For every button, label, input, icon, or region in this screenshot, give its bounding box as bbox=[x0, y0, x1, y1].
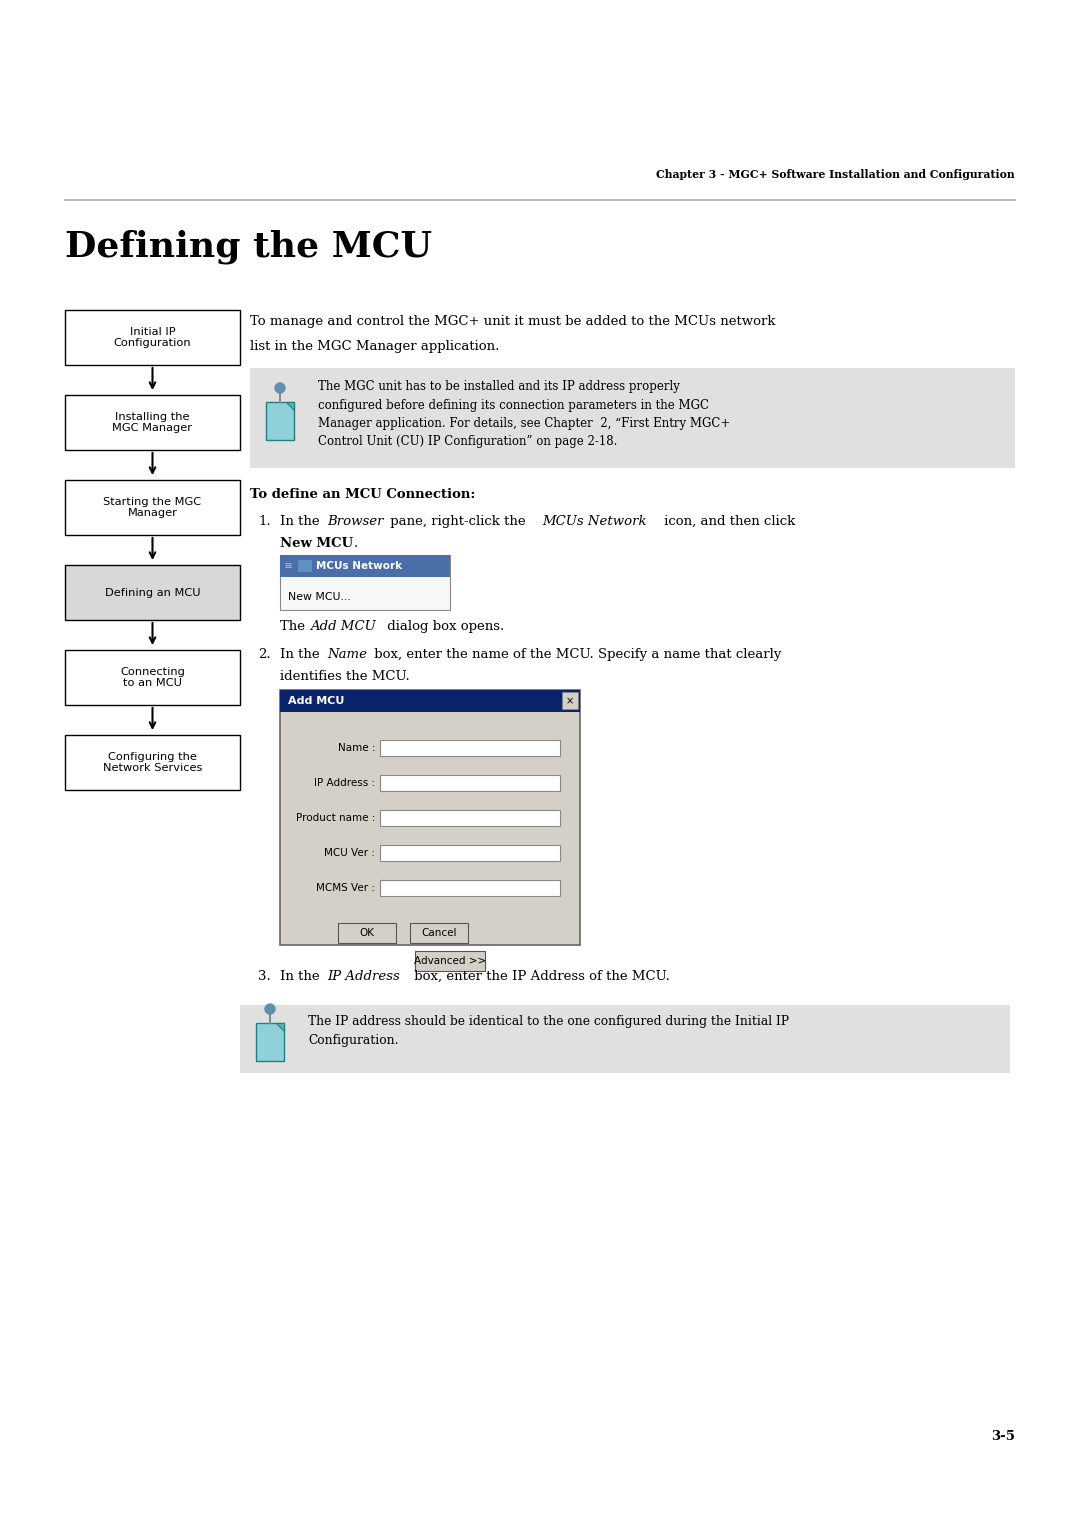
Text: Cancel: Cancel bbox=[421, 927, 457, 938]
Text: box, enter the IP Address of the MCU.: box, enter the IP Address of the MCU. bbox=[410, 970, 670, 983]
Text: The IP address should be identical to the one configured during the Initial IP
C: The IP address should be identical to th… bbox=[308, 1015, 789, 1047]
Bar bbox=[410, 923, 468, 943]
Text: 3-5: 3-5 bbox=[991, 1430, 1015, 1442]
Text: Add MCU: Add MCU bbox=[288, 695, 345, 706]
Bar bbox=[240, 1005, 1010, 1073]
Bar bbox=[65, 735, 240, 790]
Polygon shape bbox=[276, 1024, 284, 1031]
Text: Starting the MGC
Manager: Starting the MGC Manager bbox=[104, 497, 202, 518]
Text: identifies the MCU.: identifies the MCU. bbox=[280, 669, 409, 683]
Text: Defining an MCU: Defining an MCU bbox=[105, 587, 200, 597]
Bar bbox=[280, 691, 580, 712]
Text: To define an MCU Connection:: To define an MCU Connection: bbox=[249, 487, 475, 501]
Text: MCUs Network: MCUs Network bbox=[316, 561, 402, 571]
Text: In the: In the bbox=[280, 515, 324, 529]
Text: IP Address :: IP Address : bbox=[314, 778, 375, 788]
Text: MCMS Ver :: MCMS Ver : bbox=[316, 883, 375, 892]
Bar bbox=[380, 845, 561, 860]
Text: Browser: Browser bbox=[327, 515, 383, 529]
Bar bbox=[65, 649, 240, 704]
Text: The: The bbox=[280, 620, 309, 633]
Text: New MCU...: New MCU... bbox=[288, 591, 351, 602]
Bar bbox=[65, 480, 240, 535]
Text: Initial IP
Configuration: Initial IP Configuration bbox=[113, 327, 191, 348]
Text: In the: In the bbox=[280, 970, 324, 983]
Text: box, enter the name of the MCU. Specify a name that clearly: box, enter the name of the MCU. Specify … bbox=[370, 648, 781, 662]
Text: To manage and control the MGC+ unit it must be added to the MCUs network: To manage and control the MGC+ unit it m… bbox=[249, 315, 775, 329]
Text: ×: × bbox=[566, 695, 575, 706]
Text: Product name :: Product name : bbox=[296, 813, 375, 824]
Text: In the: In the bbox=[280, 648, 324, 662]
Text: ⊟: ⊟ bbox=[284, 561, 291, 570]
Bar bbox=[380, 880, 561, 895]
Bar bbox=[415, 950, 485, 970]
Circle shape bbox=[275, 384, 285, 393]
Text: Name :: Name : bbox=[337, 743, 375, 753]
Text: Name: Name bbox=[327, 648, 367, 662]
Text: OK: OK bbox=[360, 927, 375, 938]
Text: MCUs Network: MCUs Network bbox=[542, 515, 647, 529]
Bar bbox=[298, 559, 312, 571]
Text: Advanced >>: Advanced >> bbox=[414, 957, 486, 966]
Text: IP Address: IP Address bbox=[327, 970, 400, 983]
Text: Configuring the
Network Services: Configuring the Network Services bbox=[103, 752, 202, 773]
Bar bbox=[65, 396, 240, 451]
Text: 3.: 3. bbox=[258, 970, 271, 983]
Text: Add MCU: Add MCU bbox=[310, 620, 376, 633]
Bar bbox=[562, 692, 578, 709]
Text: 1.: 1. bbox=[258, 515, 271, 529]
Text: .: . bbox=[354, 536, 359, 550]
Text: New MCU: New MCU bbox=[280, 536, 353, 550]
Text: Chapter 3 - MGC+ Software Installation and Configuration: Chapter 3 - MGC+ Software Installation a… bbox=[657, 170, 1015, 180]
Bar bbox=[65, 565, 240, 620]
Text: The MGC unit has to be installed and its IP address properly
configured before d: The MGC unit has to be installed and its… bbox=[318, 380, 730, 449]
Bar bbox=[249, 368, 1015, 468]
Bar bbox=[266, 402, 294, 440]
Polygon shape bbox=[286, 402, 294, 410]
Bar bbox=[280, 691, 580, 944]
Text: pane, right-click the: pane, right-click the bbox=[386, 515, 530, 529]
Text: Connecting
to an MCU: Connecting to an MCU bbox=[120, 666, 185, 688]
Text: 2.: 2. bbox=[258, 648, 271, 662]
Text: Installing the
MGC Manager: Installing the MGC Manager bbox=[112, 411, 192, 434]
Bar bbox=[280, 555, 450, 578]
Bar bbox=[280, 555, 450, 610]
Bar bbox=[338, 923, 396, 943]
Bar bbox=[380, 740, 561, 756]
Bar bbox=[380, 775, 561, 792]
Text: list in the MGC Manager application.: list in the MGC Manager application. bbox=[249, 341, 499, 353]
Circle shape bbox=[265, 1004, 275, 1015]
Text: MCU Ver :: MCU Ver : bbox=[324, 848, 375, 859]
Bar bbox=[256, 1024, 284, 1060]
Bar bbox=[380, 810, 561, 827]
Text: Defining the MCU: Defining the MCU bbox=[65, 231, 432, 264]
Bar bbox=[65, 310, 240, 365]
Text: dialog box opens.: dialog box opens. bbox=[383, 620, 504, 633]
Text: icon, and then click: icon, and then click bbox=[660, 515, 795, 529]
